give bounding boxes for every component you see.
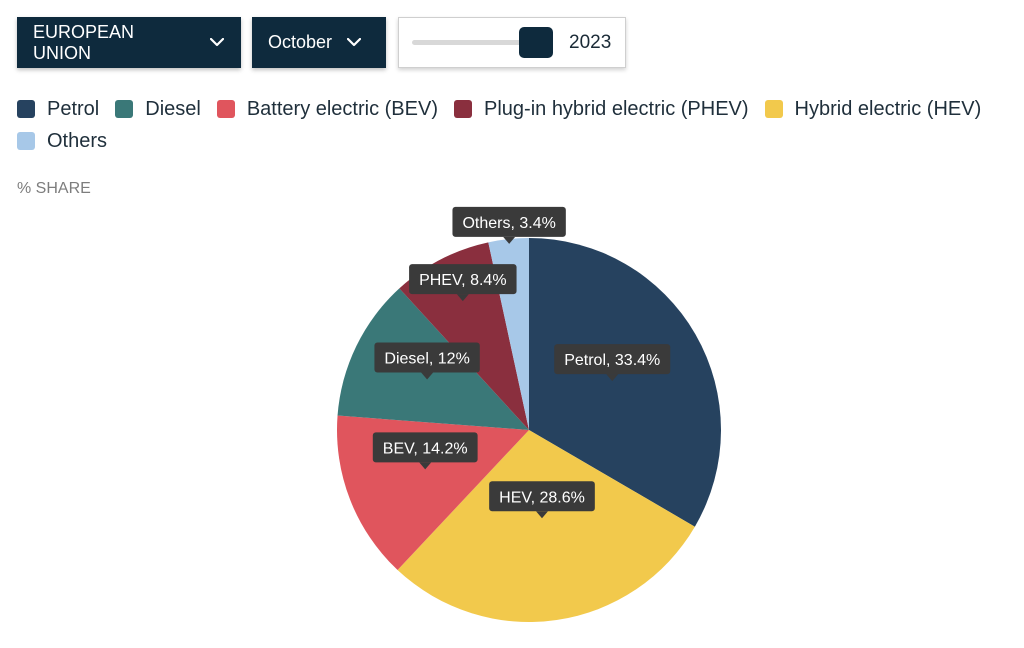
pie-data-label: BEV, 14.2% xyxy=(372,432,478,470)
data-label-box xyxy=(554,344,671,375)
chart-legend: Petrol Diesel Battery electric (BEV) Plug-i… xyxy=(17,98,1017,152)
data-label-text: HEV, 28.6% xyxy=(499,489,585,506)
region-dropdown[interactable]: EUROPEAN UNION xyxy=(17,17,241,68)
data-label-text: Petrol, 33.4% xyxy=(564,352,660,369)
data-label-pointer xyxy=(421,372,434,380)
legend-swatch xyxy=(216,100,235,118)
year-slider[interactable]: 2023 xyxy=(398,17,626,68)
controls-bar: EUROPEAN UNION October 2023 xyxy=(17,17,626,68)
legend-label: Others xyxy=(47,129,108,152)
data-label-text: Others, 3.4% xyxy=(462,215,555,232)
legend-swatch xyxy=(115,100,134,118)
data-label-pointer xyxy=(419,462,432,470)
legend-label: Diesel xyxy=(145,97,201,120)
month-dropdown[interactable]: October xyxy=(252,17,386,68)
legend-swatch xyxy=(764,100,783,118)
legend-item[interactable]: Plug-in hybrid electric (PHEV) xyxy=(454,98,749,120)
data-label-box xyxy=(409,264,517,295)
legend-item[interactable]: Others xyxy=(17,130,107,152)
pie-data-label: HEV, 28.6% xyxy=(489,481,595,519)
pie-slices xyxy=(337,238,721,623)
chevron-down-icon xyxy=(209,35,225,51)
legend-item[interactable]: Hybrid electric (HEV) xyxy=(764,97,982,120)
legend-swatch xyxy=(17,132,35,150)
data-label-pointer xyxy=(606,374,619,382)
pie-slice[interactable] xyxy=(397,430,695,623)
year-slider-handle[interactable] xyxy=(519,27,554,58)
region-dropdown-label: EUROPEAN UNION xyxy=(33,21,135,63)
data-label-box xyxy=(489,481,595,512)
legend-swatch xyxy=(17,100,35,118)
data-label-text: PHEV, 8.4% xyxy=(419,272,506,289)
data-label-pointer xyxy=(456,294,469,302)
year-label: 2023 xyxy=(569,32,612,53)
year-slider-track[interactable] xyxy=(412,40,547,45)
legend-item[interactable]: Diesel xyxy=(115,98,201,120)
data-label-box xyxy=(372,432,478,463)
legend-item[interactable]: Battery electric (BEV) xyxy=(216,97,438,120)
data-label-box xyxy=(452,206,566,237)
data-label-text: BEV, 14.2% xyxy=(383,440,468,457)
data-label-text: Diesel, 12% xyxy=(384,350,469,367)
legend-swatch xyxy=(454,100,472,118)
legend-item[interactable]: Petrol xyxy=(17,98,99,120)
data-label-box xyxy=(374,342,480,373)
pie-data-labels: Petrol, 33.4% HEV, 28.6% BEV, 14.2% Diesel,… xyxy=(372,206,671,519)
axis-label: % SHARE xyxy=(17,180,91,197)
chevron-down-icon xyxy=(346,35,362,51)
data-label-pointer xyxy=(503,236,516,244)
legend-label: Battery electric (BEV) xyxy=(246,97,438,120)
pie-data-label: PHEV, 8.4% xyxy=(409,264,517,302)
pie-data-label: Diesel, 12% xyxy=(374,342,480,380)
legend-label: Petrol xyxy=(47,97,100,120)
pie-data-label: Others, 3.4% xyxy=(452,206,566,244)
legend-label: Hybrid electric (HEV) xyxy=(794,97,982,120)
data-label-pointer xyxy=(535,511,548,519)
legend-label: Plug-in hybrid electric (PHEV) xyxy=(484,97,749,120)
month-dropdown-label: October xyxy=(268,32,333,52)
pie-data-label: Petrol, 33.4% xyxy=(554,344,671,382)
pie-slice[interactable] xyxy=(529,238,721,527)
